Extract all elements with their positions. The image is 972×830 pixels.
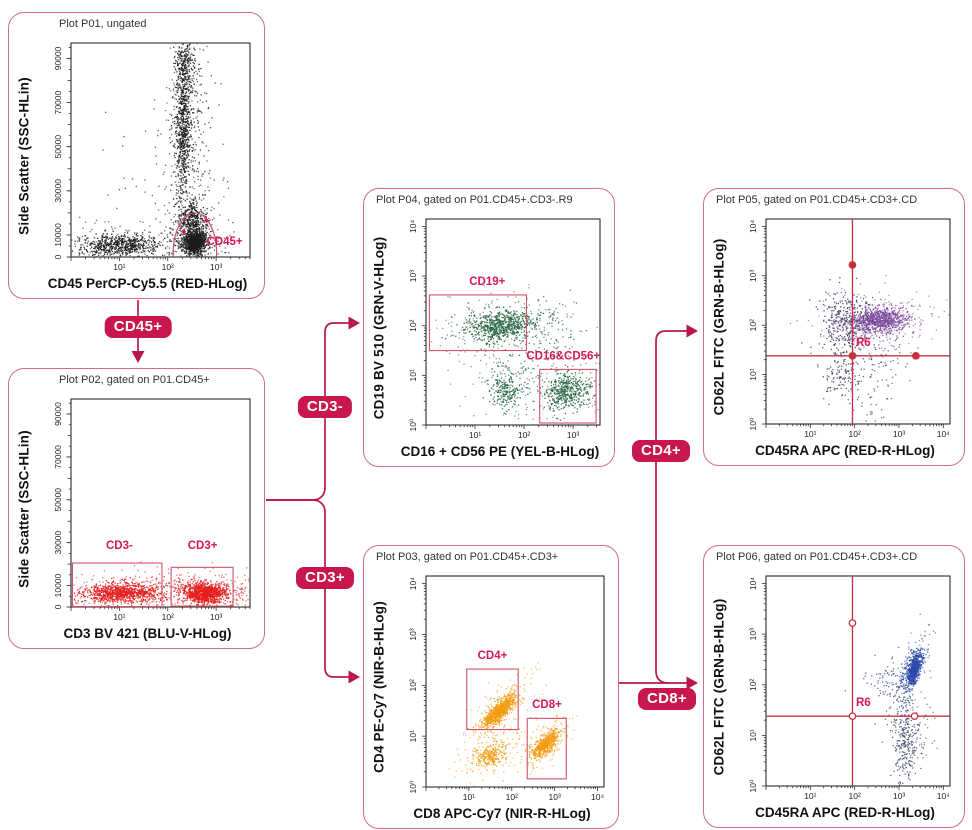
svg-text:CD45+: CD45+: [206, 236, 242, 248]
y-axis-title-p05: CD62L FITC (GRN-B-HLog): [711, 238, 727, 416]
plot-area-p05: CD62L FITC (GRN-B-HLog) R6 10¹ 10² 10³ 10⁴ 10…: [708, 211, 960, 443]
y-axis-title-p01: Side Scatter (SSC-HLin): [16, 76, 32, 235]
x-axis-title-p01: CD45 PerCP-Cy5.5 (RED-HLog): [47, 276, 248, 291]
plot-card-p01: Plot P01, ungated Side Scatter (SSC-HLin…: [8, 12, 265, 299]
svg-text:10¹: 10¹: [113, 262, 125, 272]
gate-badge-cd4-pos: CD4+: [632, 440, 690, 462]
plot-area-p01: Side Scatter (SSC-HLin) CD45+ 10¹ 10² 10³ 0 1…: [13, 35, 260, 276]
svg-text:10²: 10²: [162, 262, 174, 272]
plot-title-p05: Plot P05, gated on P01.CD45+.CD3+.CD: [716, 194, 918, 206]
arrow-cd45pos-head: [131, 351, 145, 363]
plot-area-p03: CD4 PE-Cy7 (NIR-B-HLog) CD4+ CD8+ 10¹ 10² 10…: [368, 568, 614, 806]
gate-badge-cd3-neg: CD3-: [297, 396, 353, 418]
x-axis-title-p04: CD16 + CD56 PE (YEL-B-HLog): [400, 444, 600, 459]
svg-text:10³: 10³: [210, 262, 222, 272]
plot-title-p01: Plot P01, ungated: [59, 18, 147, 30]
plot-title-p04: Plot P04, gated on P01.CD45+.CD3-.R9: [376, 194, 573, 206]
arrow-cd3neg-head: [348, 316, 360, 330]
scatter-plot-p01: CD45+ 10¹ 10² 10³ 0 10000 30000 50000 70000 90000: [53, 42, 251, 272]
svg-text:30000: 30000: [53, 179, 63, 203]
svg-text:50000: 50000: [53, 135, 63, 159]
gate-badge-cd8-pos: CD8+: [638, 688, 696, 710]
svg-text:90000: 90000: [53, 46, 63, 70]
plot-card-p05: Plot P05, gated on P01.CD45+.CD3+.CD CD6…: [703, 188, 965, 466]
y-axis-title-p02: Side Scatter (SSC-HLin): [16, 429, 32, 588]
plot-card-p04: Plot P04, gated on P01.CD45+.CD3-.R9 CD1…: [363, 188, 615, 467]
y-axis-title-p04: CD19 BV 510 (GRN-V-HLog): [371, 236, 387, 419]
plot-card-p03: Plot P03, gated on P01.CD45+.CD3+ CD4 PE…: [363, 545, 619, 829]
gate-badge-cd3-pos: CD3+: [296, 567, 354, 589]
plot-card-p02: Plot P02, gated on P01.CD45+ Side Scatte…: [8, 368, 265, 649]
svg-text:10000: 10000: [53, 223, 63, 247]
plot-area-p02: Side Scatter (SSC-HLin) CD3- CD3+ 10¹ 10² 10…: [13, 391, 260, 626]
x-axis-title-p03: CD8 APC-Cy7 (NIR-R-HLog): [413, 806, 591, 821]
x-axis-title-p06: CD45RA APC (RED-R-HLog): [755, 805, 935, 820]
scatter-plot-p02: CD3- CD3+10¹ 10² 10³01000030000500007000090…: [53, 398, 251, 622]
arrow-cd3pos-head: [348, 670, 360, 684]
y-axis-title-p03: CD4 PE-Cy7 (NIR-B-HLog): [371, 601, 387, 773]
x-axis-title-p05: CD45RA APC (RED-R-HLog): [755, 443, 935, 458]
plot-title-p06: Plot P06, gated on P01.CD45+.CD3+.CD: [716, 551, 918, 563]
plot-card-p06: Plot P06, gated on P01.CD45+.CD3+.CD CD6…: [703, 545, 965, 828]
arrow-cd4pos-head: [686, 324, 698, 338]
svg-text:70000: 70000: [53, 90, 63, 114]
svg-text:0: 0: [53, 254, 63, 259]
y-axis-title-p06: CD62L FITC (GRN-B-HLog): [711, 598, 727, 775]
plot-title-p03: Plot P03, gated on P01.CD45+.CD3+: [376, 551, 559, 563]
plot-title-p02: Plot P02, gated on P01.CD45+: [59, 374, 210, 386]
plot-area-p06: CD62L FITC (GRN-B-HLog) R6 10¹ 10² 10³ 10⁴ 10…: [708, 568, 960, 805]
arrow-cd4pos-line: [655, 330, 688, 684]
x-axis-title-p02: CD3 BV 421 (BLU-V-HLog): [63, 626, 232, 641]
plot-area-p04: CD19 BV 510 (GRN-V-HLog) CD19+ CD16&CD56+…: [368, 211, 610, 444]
gate-badge-cd45-pos: CD45+: [104, 316, 172, 338]
